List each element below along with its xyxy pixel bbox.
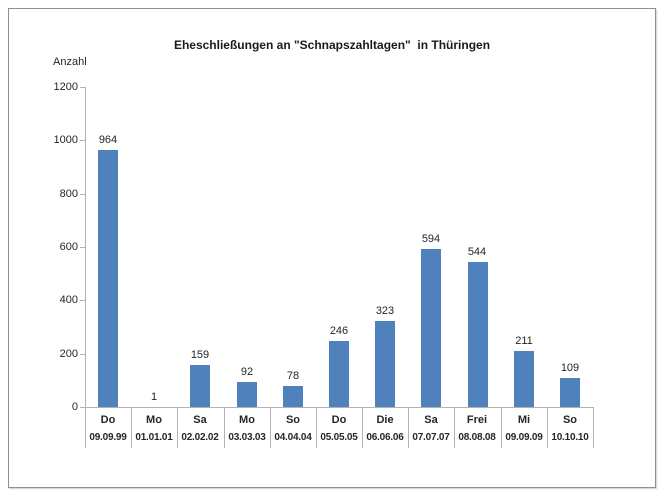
bar-value-label: 109 <box>560 362 580 374</box>
y-tick-mark <box>80 87 85 88</box>
bar <box>283 386 303 407</box>
y-tick-label: 200 <box>59 348 78 360</box>
y-axis-line <box>85 87 86 407</box>
category-day-label: Do <box>100 414 116 426</box>
category-day-label: Die <box>376 414 394 426</box>
category-separator <box>593 407 594 448</box>
bar <box>98 150 118 407</box>
category-date-label: 05.05.05 <box>320 432 358 443</box>
bar-value-label: 159 <box>190 349 210 361</box>
category-separator <box>270 407 271 448</box>
category-date-label: 09.09.99 <box>89 432 127 443</box>
y-tick-label: 0 <box>71 401 78 413</box>
category-date-label: 02.02.02 <box>181 432 219 443</box>
category-separator <box>408 407 409 448</box>
bar <box>329 341 349 407</box>
y-tick-mark <box>80 194 85 195</box>
y-tick-label: 1200 <box>53 81 78 93</box>
category-separator <box>454 407 455 448</box>
bar <box>514 351 534 407</box>
y-axis-title: Anzahl <box>53 56 87 68</box>
bar-value-label: 1 <box>150 391 158 403</box>
y-tick-mark <box>80 247 85 248</box>
category-day-label: Mo <box>146 414 162 426</box>
bar-value-label: 544 <box>467 246 487 258</box>
bar-value-label: 323 <box>375 305 395 317</box>
category-day-label: So <box>285 414 301 426</box>
bar-value-label: 594 <box>421 233 441 245</box>
bar-value-label: 211 <box>515 335 533 347</box>
bar <box>468 262 488 407</box>
bar <box>237 382 257 407</box>
bar-value-label: 92 <box>240 366 254 378</box>
bar-value-label: 964 <box>98 134 118 146</box>
category-day-label: Mi <box>517 414 531 426</box>
category-day-label: Mo <box>239 414 255 426</box>
category-day-label: Sa <box>193 414 207 426</box>
bar <box>190 365 210 407</box>
bar <box>375 321 395 407</box>
y-tick-label: 400 <box>59 294 78 306</box>
category-separator <box>501 407 502 448</box>
category-separator <box>547 407 548 448</box>
category-separator <box>362 407 363 448</box>
category-separator <box>316 407 317 448</box>
category-day-label: Do <box>331 414 347 426</box>
category-date-label: 10.10.10 <box>551 432 589 443</box>
bar <box>560 378 580 407</box>
y-tick-mark <box>80 300 85 301</box>
y-tick-label: 1000 <box>53 134 78 146</box>
category-day-label: Frei <box>466 414 488 426</box>
category-day-label: Sa <box>424 414 438 426</box>
chart-title: Eheschließungen an "Schnapszahltagen" in… <box>173 38 491 52</box>
bar-value-label: 78 <box>286 370 300 382</box>
category-separator <box>131 407 132 448</box>
category-day-label: So <box>562 414 578 426</box>
y-tick-label: 600 <box>59 241 78 253</box>
category-date-label: 06.06.06 <box>366 432 404 443</box>
bar <box>421 249 441 407</box>
category-date-label: 07.07.07 <box>412 432 450 443</box>
category-separator <box>224 407 225 448</box>
y-tick-label: 800 <box>59 188 78 200</box>
category-date-label: 01.01.01 <box>135 432 173 443</box>
category-date-label: 08.08.08 <box>458 432 496 443</box>
category-separator <box>85 407 86 448</box>
category-date-label: 04.04.04 <box>274 432 312 443</box>
y-tick-mark <box>80 407 85 408</box>
category-date-label: 03.03.03 <box>228 432 266 443</box>
category-date-label: 09.09.09 <box>505 432 543 443</box>
bar-value-label: 246 <box>329 325 349 337</box>
y-tick-mark <box>80 140 85 141</box>
y-tick-mark <box>80 354 85 355</box>
x-axis-line <box>85 407 594 408</box>
category-separator <box>177 407 178 448</box>
